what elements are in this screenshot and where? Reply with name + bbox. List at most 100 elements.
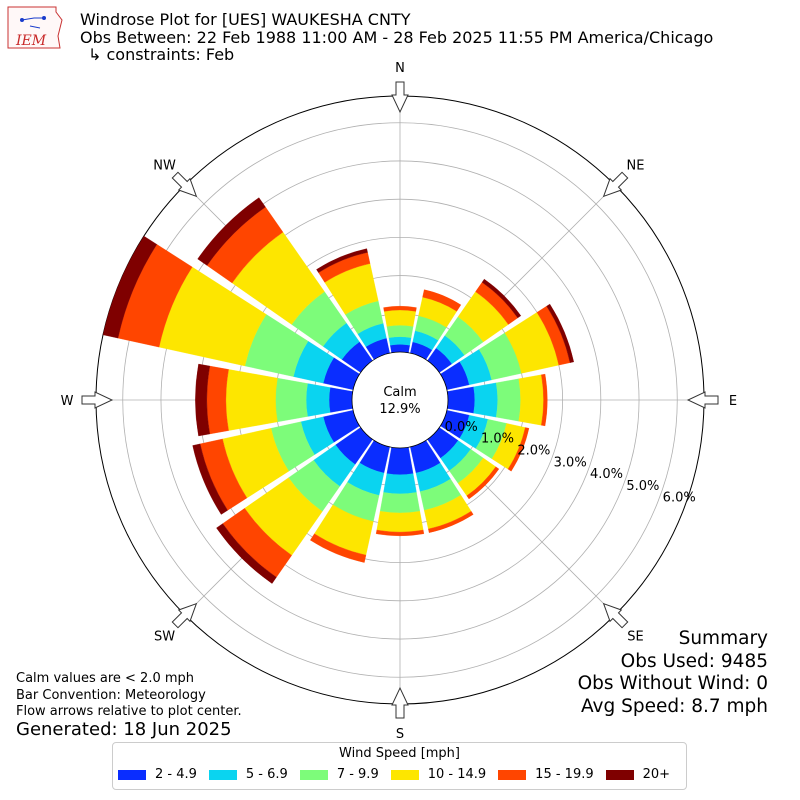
flow-arrow-shape (81, 391, 114, 409)
wind-bar-segment-S-3 (376, 511, 424, 533)
compass-label-SE: SE (627, 629, 643, 644)
calm-note: Calm values are < 2.0 mph (16, 671, 195, 686)
legend-label: 20+ (642, 767, 671, 782)
wind-bar-segment-W-5 (195, 363, 210, 437)
compass-label-NE: NE (626, 159, 644, 174)
flow-arrow-shape (602, 171, 629, 198)
wind-bar-segment-E-2 (495, 378, 521, 422)
wind-bar-segment-NW-5 (197, 197, 266, 266)
wind-bar-segment-SW-5 (216, 523, 277, 584)
flow-arrow-shape (602, 602, 629, 629)
legend-items: 2 - 4.9 5 - 6.9 7 - 9.9 10 - 14.9 15 - 1… (118, 767, 682, 782)
wind-bar-segment-E-0 (447, 386, 475, 414)
calm-value: 12.9% (379, 402, 420, 417)
calm-circle (351, 351, 449, 449)
flow-arrow-shape (391, 81, 409, 114)
legend-item: 10 - 14.9 (390, 767, 487, 782)
wind-bar-segment-N-2 (386, 325, 414, 338)
wind-bar-segment-N-3 (383, 309, 417, 327)
flow-arrow-shape (171, 602, 198, 629)
iem-logo-text: IEM (15, 33, 47, 49)
wind-bar-segment-SSW-4 (310, 533, 367, 563)
legend-label: 5 - 6.9 (245, 767, 288, 782)
legend-swatch (299, 769, 328, 780)
radial-tick-label: 0.0% (445, 420, 478, 435)
iem-logo: IEM (7, 6, 63, 49)
wind-bar-segment-W-0 (328, 387, 353, 413)
legend-swatch (390, 769, 419, 780)
summary-panel: Summary Obs Used: 9485 Obs Without Wind:… (578, 628, 768, 718)
generated-date: Generated: 18 Jun 2025 (16, 719, 232, 740)
bar-convention-note: Bar Convention: Meteorology (16, 687, 206, 703)
wind-bar-segment-NNE-4 (422, 289, 462, 312)
radial-tick-label: 4.0% (590, 467, 623, 482)
legend-item: 5 - 6.9 (208, 767, 288, 782)
legend-title: Wind Speed [mph] (339, 746, 460, 761)
radial-tick-label: 3.0% (554, 455, 587, 470)
wind-bar-segment-W-3 (225, 369, 278, 431)
avg-speed: Avg Speed: 8.7 mph (580, 695, 768, 717)
radial-tick-label: 1.0% (481, 432, 514, 447)
wind-bar-segment-SE-4 (466, 466, 500, 500)
radial-tick-label: 5.0% (626, 479, 659, 494)
radial-tick-label: 2.0% (517, 443, 550, 458)
compass-label-S: S (396, 727, 404, 742)
wind-bar-segment-W-4 (206, 365, 229, 435)
legend: Wind Speed [mph] 2 - 4.9 5 - 6.9 7 - 9.9… (112, 742, 687, 790)
flow-arrow-icon (602, 171, 629, 198)
flow-arrow-shape (391, 686, 409, 719)
flow-arrow-icon (171, 602, 198, 629)
flow-arrow-icon (391, 81, 409, 114)
compass-label-SW: SW (154, 629, 175, 644)
wind-bar-segment-S-1 (383, 473, 417, 494)
wind-bar-segment-W-2 (275, 377, 308, 423)
legend-item: 15 - 19.9 (498, 767, 594, 782)
obs-range: Obs Between: 22 Feb 1988 11:00 AM - 28 F… (80, 28, 714, 47)
legend-swatch (208, 769, 237, 780)
wind-bar-segment-ENE-5 (546, 303, 574, 363)
legend-label: 2 - 4.9 (155, 767, 197, 782)
chart-title: Windrose Plot for [UES] WAUKESHA CNTY (80, 10, 411, 29)
compass-label-NW: NW (153, 159, 176, 174)
legend-swatch (118, 769, 146, 780)
wind-bar-segment-NNW-5 (316, 248, 368, 273)
wind-bar-segment-SSE-4 (428, 511, 474, 533)
wind-bar-segment-E-3 (518, 374, 544, 426)
flow-arrow-shape (686, 391, 719, 409)
flow-arrow-shape (171, 171, 198, 198)
wind-bar-segment-W-1 (306, 383, 331, 417)
compass-label-N: N (395, 61, 405, 76)
wind-bar-segment-WSW-5 (192, 443, 228, 515)
wind-bar-segment-E-1 (473, 382, 498, 418)
legend-swatch (498, 769, 527, 780)
wind-bar-segment-N-4 (383, 306, 417, 312)
flow-arrow-icon (686, 391, 719, 409)
legend-swatch (605, 769, 634, 780)
flow-arrows-note: Flow arrows relative to plot center. (16, 704, 242, 719)
obs-without-wind: Obs Without Wind: 0 (577, 673, 768, 694)
wind-bar-segment-N-0 (390, 344, 410, 353)
wind-bar-segment-E-4 (541, 373, 548, 427)
legend-label: 15 - 19.9 (535, 767, 594, 782)
chart-overlay: Calm 12.9% 0.0%1.0%2.0% 3.0%4.0%5.0% 6.0% N NE… (61, 61, 738, 742)
wind-bar-segment-ESE-4 (507, 427, 530, 472)
wind-bar-segment-NE-5 (481, 278, 522, 319)
constraints: ↳ constraints: Feb (88, 45, 235, 64)
legend-item: 20+ (605, 767, 671, 782)
legend-label: 10 - 14.9 (427, 767, 487, 782)
flow-arrow-icon (171, 171, 198, 198)
flow-arrow-icon (602, 602, 629, 629)
chart-notes: Calm values are < 2.0 mph Bar Convention… (16, 671, 242, 721)
wind-bar-segment-S-4 (375, 529, 425, 536)
legend-item: 2 - 4.9 (118, 767, 197, 782)
compass-label-E: E (729, 394, 737, 409)
summary-title: Summary (678, 628, 768, 649)
wind-bars (102, 197, 574, 584)
flow-arrow-icon (81, 391, 114, 409)
compass-label-W: W (61, 394, 74, 409)
legend-label: 7 - 9.9 (336, 767, 379, 782)
wind-bar-segment-N-1 (388, 336, 412, 346)
obs-used: Obs Used: 9485 (620, 650, 768, 672)
legend-item: 7 - 9.9 (299, 767, 379, 782)
